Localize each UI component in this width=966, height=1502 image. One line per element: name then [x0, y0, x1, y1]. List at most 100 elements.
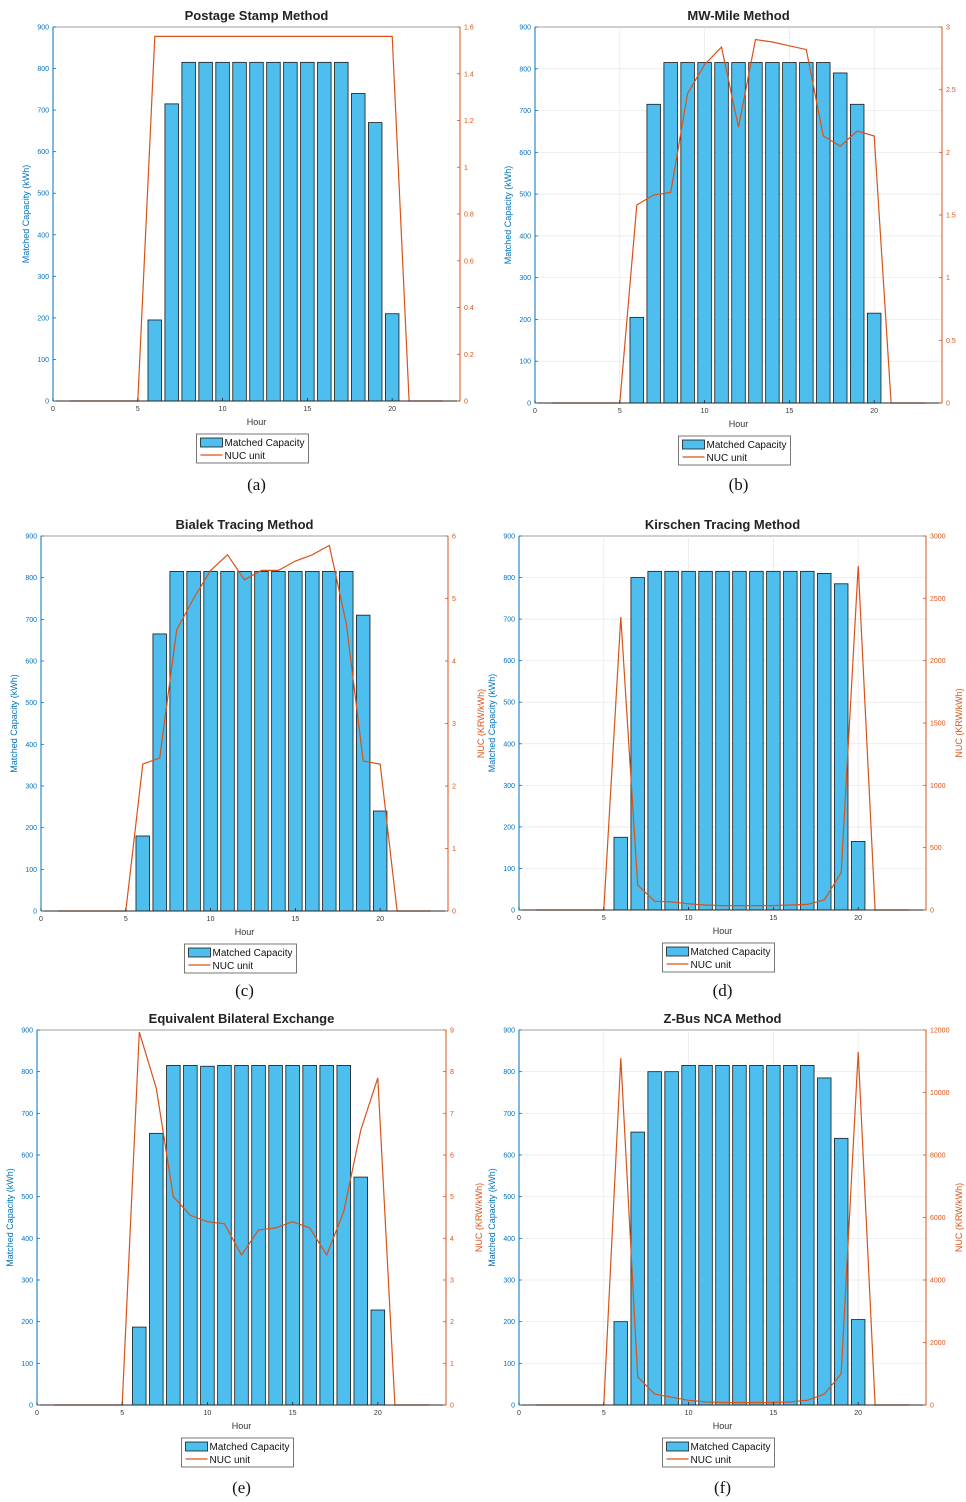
y-tick-label: 0	[45, 399, 49, 406]
bar-hour-15	[300, 61, 315, 402]
y-tick-label: 100	[25, 867, 37, 874]
y-tick-label: 600	[519, 150, 531, 157]
y-tick-label: 300	[37, 274, 49, 281]
y-tick-label: 300	[21, 1278, 33, 1285]
bar-series	[132, 1065, 386, 1406]
y2-tick-label: 0	[930, 1403, 934, 1410]
bar-hour-20	[850, 841, 866, 911]
legend-label-line: NUC unit	[691, 960, 732, 971]
bar-hour-13	[251, 1065, 266, 1406]
x-axis-label: Hour	[713, 1421, 733, 1431]
chart-panel-2: 010020030040050060070080090000.511.522.5…	[503, 8, 956, 494]
bar-hour-12	[234, 1065, 249, 1406]
y-tick-label: 0	[33, 909, 37, 916]
bar-hour-15	[766, 1065, 781, 1406]
y-axis-label: Matched Capacity (kWh)	[21, 165, 31, 264]
bar-hour-7	[630, 1131, 645, 1406]
legend-swatch-bars	[188, 947, 211, 958]
bar-hour-12	[715, 570, 730, 911]
x-tick-label: 5	[602, 1410, 606, 1417]
y2-tick-label: 0	[930, 908, 934, 915]
y-tick-label: 700	[21, 1111, 33, 1118]
y2-tick-label: 2	[452, 784, 456, 791]
y2-tick-label: 3	[946, 25, 950, 32]
bar-hour-16	[783, 570, 798, 911]
bar-hour-15	[766, 570, 781, 911]
bar-hour-15	[288, 571, 303, 912]
bar-hour-16	[799, 62, 814, 404]
y2-tick-label: 500	[930, 845, 942, 852]
bar-hour-18	[351, 93, 366, 402]
bar-hour-14	[765, 62, 780, 404]
y2-tick-label: 1500	[930, 721, 946, 728]
legend: Matched Capacity NUC unit	[662, 942, 775, 973]
bar-hour-20	[384, 313, 400, 402]
bar-hour-18	[336, 1065, 351, 1406]
x-axis-label: Hour	[729, 419, 749, 429]
x-tick-label: 10	[701, 408, 709, 415]
y2-tick-label: 6000	[930, 1215, 946, 1222]
y-tick-label: 200	[519, 317, 531, 324]
bar-hour-13	[266, 61, 281, 402]
y-tick-label: 600	[503, 1153, 515, 1160]
y2-tick-label: 0	[452, 909, 456, 916]
legend-label-bars: Matched Capacity	[210, 1442, 290, 1453]
y2-tick-label: 1.5	[946, 213, 956, 220]
chart-title: Postage Stamp Method	[185, 8, 329, 23]
bar-hour-20	[372, 810, 388, 912]
x-tick-label: 15	[303, 406, 311, 413]
chart-panel-4: 0100200300400500600700800900050010001500…	[487, 517, 964, 1000]
y-axis-label: Matched Capacity (kWh)	[9, 674, 19, 773]
y-tick-label: 100	[37, 357, 49, 364]
bar-hour-9	[198, 61, 213, 402]
legend: Matched Capacity NUC unit	[678, 435, 791, 466]
x-tick-label: 15	[289, 1410, 297, 1417]
bar-hour-8	[166, 1065, 181, 1406]
y2-tick-label: 4	[452, 659, 456, 666]
y2-tick-label: 3	[450, 1278, 454, 1285]
chart-title: Kirschen Tracing Method	[645, 517, 800, 532]
y-tick-label: 400	[37, 232, 49, 239]
bar-hour-15	[285, 1065, 300, 1406]
y-tick-label: 0	[511, 908, 515, 915]
y2-tick-label: 2.5	[946, 87, 956, 94]
y2-tick-label: 2500	[930, 596, 946, 603]
y2-tick-label: 0.4	[464, 305, 474, 312]
y2-tick-label: 8	[450, 1069, 454, 1076]
y2-tick-label: 0	[464, 399, 468, 406]
x-tick-label: 0	[517, 915, 521, 922]
x-tick-label: 5	[618, 408, 622, 415]
bar-hour-10	[697, 62, 712, 404]
legend-label-line: NUC unit	[225, 451, 266, 462]
bar-hour-7	[152, 633, 167, 912]
y2-tick-label: 5	[450, 1194, 454, 1201]
y-tick-label: 0	[29, 1403, 33, 1410]
x-tick-label: 10	[207, 916, 215, 923]
legend-label-bars: Matched Capacity	[691, 947, 771, 958]
bar-series	[613, 1065, 866, 1406]
y2-tick-label: 6	[452, 534, 456, 541]
x-tick-label: 0	[533, 408, 537, 415]
bar-hour-11	[714, 62, 729, 404]
bar-hour-13	[254, 571, 269, 912]
y-axis-label: Matched Capacity (kWh)	[487, 674, 497, 773]
bar-hour-6	[135, 835, 150, 912]
y-tick-label: 600	[25, 659, 37, 666]
legend-label-line: NUC unit	[210, 1455, 251, 1466]
bar-hour-9	[183, 1065, 198, 1406]
bar-hour-18	[817, 573, 832, 911]
bar-series	[147, 61, 400, 402]
x-axis-label: Hour	[235, 927, 255, 937]
y-tick-label: 300	[519, 275, 531, 282]
bar-hour-16	[783, 1065, 798, 1406]
y-tick-label: 700	[37, 108, 49, 115]
bar-hour-8	[181, 61, 196, 402]
x-tick-label: 0	[35, 1410, 39, 1417]
x-tick-label: 10	[685, 915, 693, 922]
bar-hour-10	[203, 571, 218, 912]
y-tick-label: 900	[503, 534, 515, 541]
y-tick-label: 700	[503, 617, 515, 624]
bar-hour-11	[220, 571, 235, 912]
x-tick-label: 10	[219, 406, 227, 413]
